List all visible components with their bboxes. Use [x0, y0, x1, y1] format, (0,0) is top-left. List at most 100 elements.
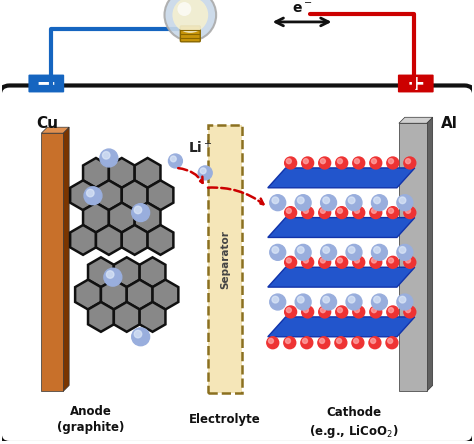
Circle shape — [404, 157, 416, 169]
Circle shape — [355, 258, 359, 263]
Circle shape — [387, 256, 399, 268]
Circle shape — [285, 206, 297, 218]
Polygon shape — [140, 302, 165, 332]
Polygon shape — [114, 302, 140, 332]
Polygon shape — [140, 258, 165, 287]
Circle shape — [353, 256, 365, 268]
Circle shape — [353, 157, 365, 169]
Circle shape — [406, 208, 410, 213]
Circle shape — [372, 159, 376, 164]
Polygon shape — [268, 218, 415, 238]
Polygon shape — [88, 302, 114, 332]
Text: Anode
(graphite): Anode (graphite) — [57, 405, 125, 434]
Circle shape — [370, 256, 382, 268]
Polygon shape — [70, 225, 96, 255]
Circle shape — [372, 195, 387, 210]
Bar — [41, 133, 63, 392]
Circle shape — [348, 296, 355, 303]
Circle shape — [319, 306, 331, 318]
Circle shape — [100, 149, 118, 167]
Circle shape — [369, 337, 381, 349]
Circle shape — [348, 246, 355, 253]
Circle shape — [355, 308, 359, 313]
Circle shape — [337, 308, 342, 313]
Polygon shape — [268, 267, 415, 287]
FancyArrowPatch shape — [178, 168, 202, 183]
Circle shape — [372, 244, 387, 260]
Circle shape — [388, 338, 392, 344]
Bar — [208, 125, 242, 393]
Polygon shape — [88, 258, 114, 287]
Circle shape — [323, 197, 329, 204]
Circle shape — [164, 0, 216, 41]
Circle shape — [353, 206, 365, 218]
Circle shape — [387, 306, 399, 318]
Polygon shape — [147, 180, 173, 210]
Circle shape — [323, 296, 329, 303]
Circle shape — [268, 338, 273, 344]
Circle shape — [286, 308, 292, 313]
Circle shape — [319, 157, 331, 169]
Polygon shape — [63, 127, 69, 392]
Circle shape — [389, 159, 393, 164]
Circle shape — [272, 197, 279, 204]
Circle shape — [354, 338, 359, 344]
Circle shape — [177, 2, 191, 16]
Circle shape — [336, 306, 347, 318]
Circle shape — [348, 197, 355, 204]
Circle shape — [374, 296, 380, 303]
Text: −: − — [36, 71, 57, 95]
Circle shape — [337, 338, 342, 344]
Polygon shape — [83, 203, 109, 233]
Circle shape — [285, 338, 291, 344]
Polygon shape — [101, 280, 127, 309]
Circle shape — [337, 159, 342, 164]
Circle shape — [399, 246, 406, 253]
Circle shape — [335, 337, 347, 349]
Circle shape — [372, 208, 376, 213]
Circle shape — [406, 308, 410, 313]
Circle shape — [397, 294, 413, 310]
Circle shape — [303, 308, 309, 313]
Circle shape — [389, 258, 393, 263]
Polygon shape — [147, 225, 173, 255]
Circle shape — [295, 294, 311, 310]
Polygon shape — [135, 158, 161, 188]
Circle shape — [303, 159, 309, 164]
Bar — [208, 125, 242, 393]
Circle shape — [302, 338, 308, 344]
Circle shape — [286, 208, 292, 213]
Circle shape — [336, 157, 347, 169]
Polygon shape — [268, 317, 415, 337]
Circle shape — [355, 208, 359, 213]
Circle shape — [297, 197, 304, 204]
Circle shape — [200, 168, 206, 174]
Circle shape — [284, 337, 296, 349]
Circle shape — [270, 294, 286, 310]
Text: Al: Al — [441, 116, 457, 131]
Circle shape — [406, 159, 410, 164]
Circle shape — [389, 308, 393, 313]
Circle shape — [374, 197, 380, 204]
Circle shape — [102, 151, 110, 159]
Circle shape — [286, 159, 292, 164]
Circle shape — [302, 206, 314, 218]
Circle shape — [352, 337, 364, 349]
Circle shape — [404, 256, 416, 268]
Circle shape — [132, 204, 150, 222]
Circle shape — [336, 206, 347, 218]
Circle shape — [320, 159, 326, 164]
Circle shape — [406, 258, 410, 263]
Polygon shape — [75, 280, 101, 309]
Circle shape — [386, 337, 398, 349]
Polygon shape — [96, 180, 122, 210]
Circle shape — [319, 206, 331, 218]
Circle shape — [387, 206, 399, 218]
Polygon shape — [268, 168, 415, 188]
Circle shape — [272, 296, 279, 303]
Circle shape — [286, 258, 292, 263]
Polygon shape — [122, 180, 147, 210]
Circle shape — [198, 166, 212, 180]
Polygon shape — [83, 158, 109, 188]
Circle shape — [397, 244, 413, 260]
